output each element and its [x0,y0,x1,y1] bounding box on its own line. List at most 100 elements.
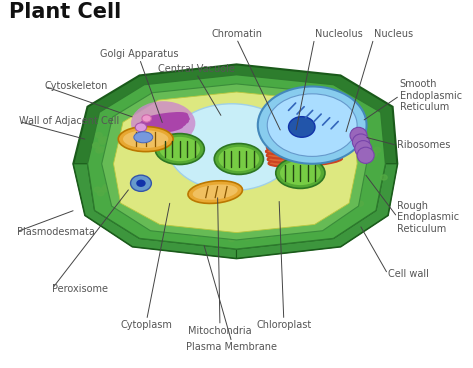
Circle shape [318,101,324,106]
Text: Ribosomes: Ribosomes [397,140,451,151]
Text: Wall of Adjacent Cell: Wall of Adjacent Cell [19,116,119,127]
Circle shape [240,232,247,237]
Circle shape [344,110,351,116]
Text: Rough
Endoplasmic
Reticulum: Rough Endoplasmic Reticulum [397,201,459,234]
Circle shape [333,110,340,115]
Text: Nucleolus: Nucleolus [315,29,362,39]
Polygon shape [88,75,385,249]
Text: Peroxisome: Peroxisome [52,284,108,294]
Circle shape [357,201,363,206]
Ellipse shape [155,134,204,164]
Ellipse shape [267,94,357,156]
Circle shape [98,147,105,152]
Ellipse shape [289,117,315,137]
Ellipse shape [268,135,341,147]
Ellipse shape [193,184,238,200]
Polygon shape [236,164,397,258]
Circle shape [163,224,169,229]
Text: Nucleus: Nucleus [374,29,413,39]
Circle shape [316,101,323,106]
Ellipse shape [219,147,259,171]
Circle shape [357,118,363,124]
Circle shape [93,143,99,148]
Ellipse shape [266,143,340,155]
Circle shape [168,98,175,103]
Circle shape [244,235,250,240]
Circle shape [318,217,325,222]
Ellipse shape [136,180,146,187]
Circle shape [381,175,387,180]
Circle shape [192,232,199,237]
Circle shape [103,184,110,190]
Ellipse shape [267,139,341,151]
Ellipse shape [131,101,195,145]
Ellipse shape [357,147,374,163]
Circle shape [302,226,308,231]
Circle shape [326,218,333,223]
Text: Plasmodesmata: Plasmodesmata [17,227,95,237]
Circle shape [374,148,381,153]
Ellipse shape [123,130,168,148]
Ellipse shape [214,144,263,174]
Circle shape [126,116,132,121]
Ellipse shape [276,158,325,188]
Circle shape [370,151,377,156]
Ellipse shape [350,127,367,144]
Circle shape [310,100,316,105]
Circle shape [141,220,148,225]
Text: Cell wall: Cell wall [388,269,429,279]
Ellipse shape [134,132,153,143]
Circle shape [260,234,266,239]
Circle shape [218,86,225,91]
Text: Golgi Apparatus: Golgi Apparatus [100,49,179,59]
Text: Chromatin: Chromatin [211,29,262,39]
Ellipse shape [135,123,147,132]
Circle shape [276,96,282,101]
Text: Smooth
Endoplasmic
Reticulum: Smooth Endoplasmic Reticulum [400,79,462,112]
Circle shape [96,132,102,138]
Circle shape [130,107,136,112]
Circle shape [193,91,200,96]
Circle shape [96,148,102,153]
Circle shape [144,109,150,114]
Circle shape [255,232,262,237]
Ellipse shape [268,151,341,163]
Circle shape [94,187,101,192]
Polygon shape [73,164,236,258]
Text: Chloroplast: Chloroplast [256,320,311,330]
Text: Cytoplasm: Cytoplasm [121,320,173,330]
Ellipse shape [188,181,243,204]
Circle shape [160,222,166,227]
Polygon shape [73,64,397,258]
Circle shape [254,89,261,94]
Circle shape [101,137,108,142]
Ellipse shape [159,137,200,161]
Text: Central Vacuole: Central Vacuole [158,64,235,74]
Circle shape [228,236,235,241]
Circle shape [187,92,193,97]
Circle shape [97,191,104,196]
Polygon shape [114,92,357,233]
Ellipse shape [280,161,321,185]
Polygon shape [102,84,367,240]
Circle shape [99,139,105,144]
Circle shape [332,109,339,114]
Text: Mitochondria: Mitochondria [188,326,252,336]
Circle shape [101,187,108,192]
Ellipse shape [118,127,173,152]
Text: Cytoskeleton: Cytoskeleton [45,81,108,92]
Text: Plasma Membrane: Plasma Membrane [186,342,277,352]
Ellipse shape [269,131,342,143]
Circle shape [98,138,105,143]
Ellipse shape [168,104,296,191]
Circle shape [322,108,329,113]
Circle shape [208,232,215,237]
Ellipse shape [267,147,341,159]
Ellipse shape [269,155,342,167]
Ellipse shape [142,115,151,122]
Circle shape [307,226,313,231]
Circle shape [265,92,272,97]
Circle shape [137,215,144,220]
Ellipse shape [352,134,369,150]
Circle shape [267,232,273,237]
